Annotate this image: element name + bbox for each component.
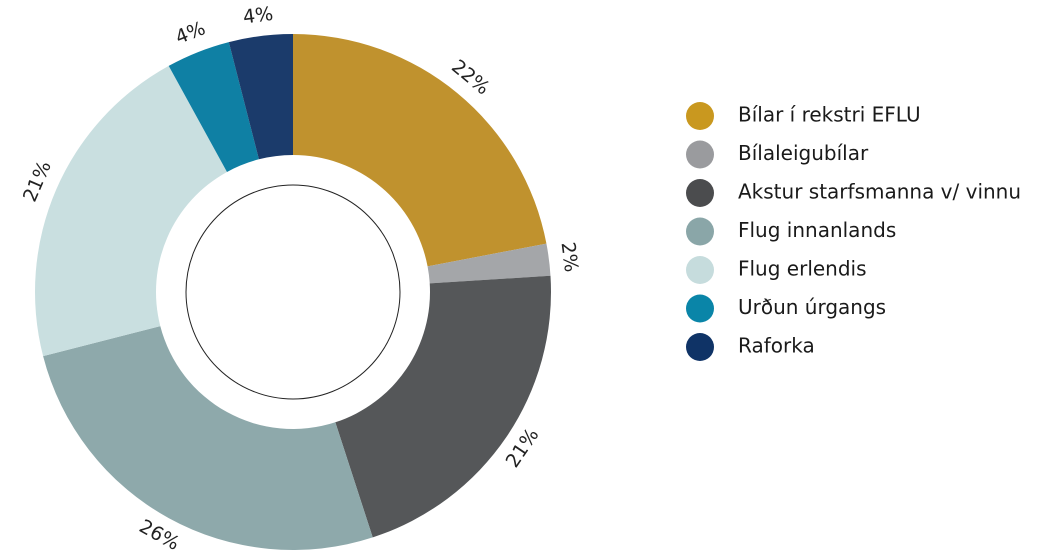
slice-label: 4% bbox=[242, 3, 275, 29]
legend-swatch bbox=[686, 102, 714, 130]
legend-label: Flug erlendis bbox=[738, 257, 867, 281]
pie-slice bbox=[34, 65, 227, 357]
legend-label: Flug innanlands bbox=[738, 218, 896, 242]
legend-swatch bbox=[686, 179, 714, 207]
inner-ring bbox=[185, 184, 401, 400]
legend-swatch bbox=[686, 333, 714, 361]
legend-label: Akstur starfsmanna v/ vinnu bbox=[738, 180, 1021, 204]
pie-slice bbox=[427, 243, 551, 284]
pie-slice bbox=[168, 42, 259, 172]
legend-label: Bílaleigubílar bbox=[738, 141, 869, 165]
legend-swatch bbox=[686, 294, 714, 323]
legend-label: Raforka bbox=[738, 334, 815, 358]
slice-label: 21% bbox=[19, 158, 56, 205]
slice-label: 2% bbox=[557, 241, 583, 274]
legend-label: Urðun úrgangs bbox=[738, 295, 886, 319]
legend-swatch bbox=[686, 140, 714, 169]
pie-slice bbox=[335, 275, 551, 538]
legend-label: Bílar í rekstri EFLU bbox=[738, 103, 921, 127]
pie-slice bbox=[43, 326, 373, 550]
pie-slice bbox=[228, 34, 293, 160]
legend-swatch bbox=[686, 256, 714, 284]
slice-label: 4% bbox=[172, 17, 208, 49]
legend-swatch bbox=[686, 217, 714, 246]
pie-slice bbox=[293, 34, 547, 267]
